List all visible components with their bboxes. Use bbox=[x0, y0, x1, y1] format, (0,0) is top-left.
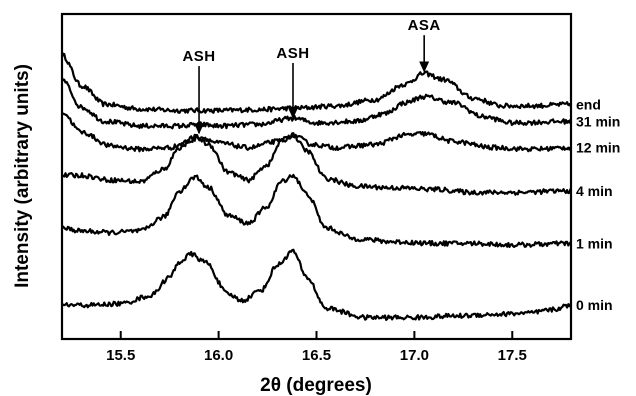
peak-annotation: ASH bbox=[276, 45, 309, 62]
x-tick-label: 16.5 bbox=[302, 347, 331, 364]
x-ticks: 15.5 16.0 16.5 17.0 17.5 bbox=[106, 331, 527, 364]
x-axis-label: 2θ (degrees) bbox=[260, 375, 372, 396]
annotations: ASH ASH ASA bbox=[182, 17, 441, 135]
series-label: 31 min bbox=[576, 113, 620, 129]
x-tick-label: 17.0 bbox=[400, 347, 429, 364]
series-label: 1 min bbox=[576, 235, 613, 251]
series-label: 4 min bbox=[576, 183, 613, 199]
trace-end bbox=[60, 52, 572, 114]
traces bbox=[60, 52, 572, 321]
annotation-arrow-head bbox=[194, 123, 205, 135]
trace-4-min bbox=[61, 133, 572, 196]
peak-annotation: ASA bbox=[408, 17, 441, 34]
series-label: end bbox=[576, 96, 601, 112]
y-axis-label: Intensity (arbitrary units) bbox=[12, 64, 33, 288]
trace-12-min bbox=[62, 112, 572, 153]
annotation-arrow-head bbox=[419, 61, 430, 73]
plot-frame bbox=[60, 12, 573, 341]
x-tick-label: 16.0 bbox=[204, 347, 233, 364]
trace-0-min bbox=[61, 248, 572, 321]
trace-31-min bbox=[61, 77, 572, 130]
series-label: 0 min bbox=[576, 297, 613, 313]
trace-1-min bbox=[61, 173, 572, 248]
series-label: 12 min bbox=[576, 140, 620, 156]
peak-annotation: ASH bbox=[182, 48, 215, 65]
annotation-arrow-head bbox=[288, 107, 299, 119]
x-tick-label: 17.5 bbox=[498, 347, 527, 364]
x-tick-label: 15.5 bbox=[106, 347, 135, 364]
